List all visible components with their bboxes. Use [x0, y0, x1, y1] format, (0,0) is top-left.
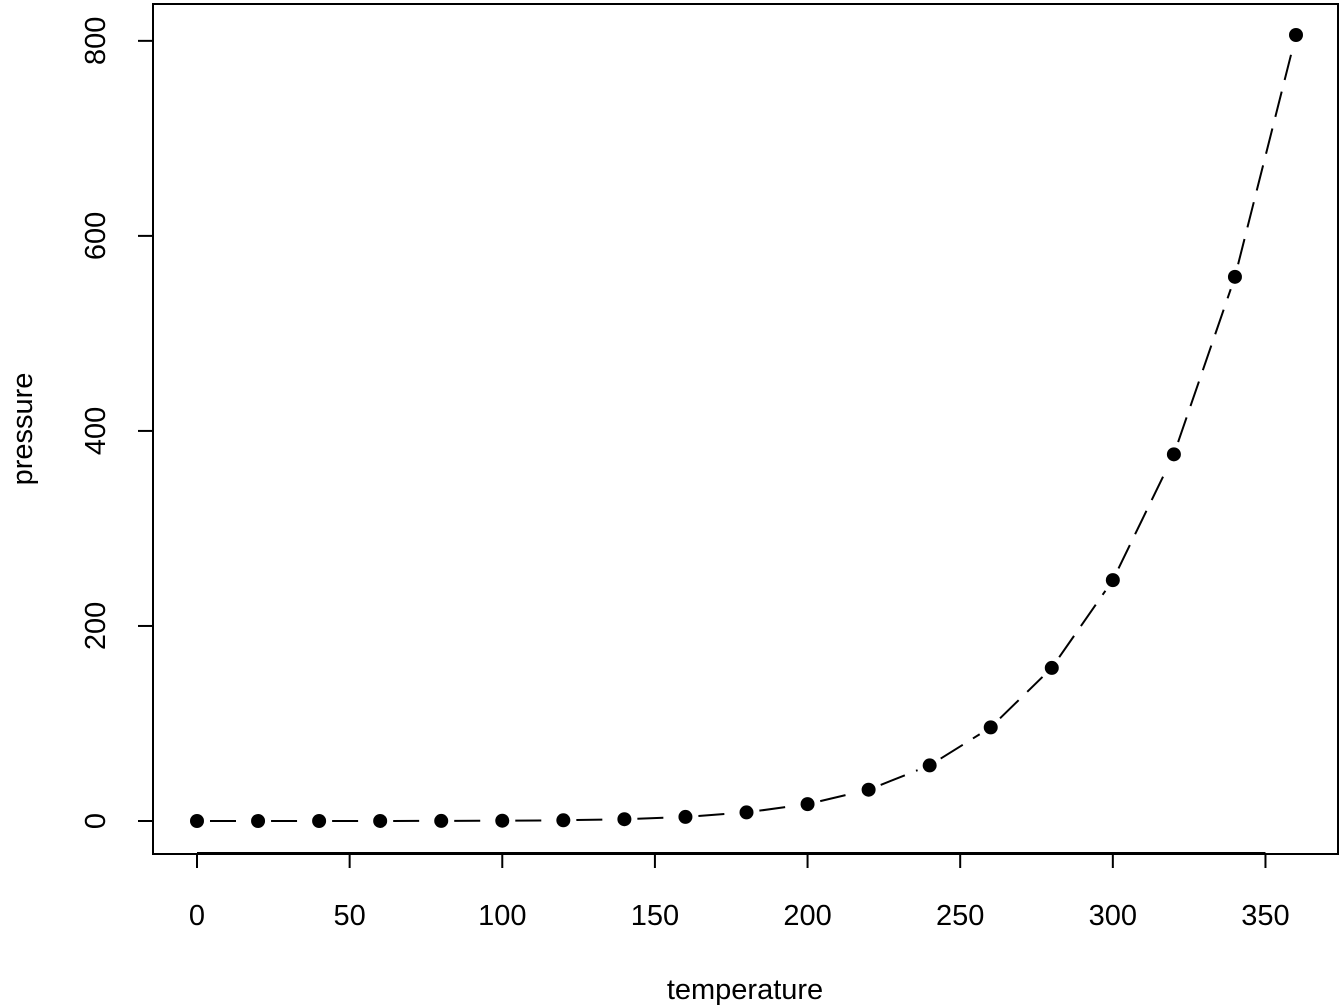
x-axis-label: temperature: [667, 974, 823, 1006]
y-tick-label: 600: [80, 212, 112, 260]
series-line-segment: [1177, 288, 1232, 443]
data-point: [1105, 573, 1120, 588]
series-line-segment: [1237, 47, 1294, 265]
x-tick-label: 250: [936, 900, 984, 932]
data-point: [434, 813, 449, 828]
data-point: [678, 809, 693, 824]
x-tick-label: 350: [1241, 900, 1289, 932]
series-line-segment: [1117, 465, 1170, 569]
y-tick-label: 200: [80, 602, 112, 650]
x-tick-label: 200: [783, 900, 831, 932]
y-axis: 0 200 400 600 800: [80, 17, 154, 829]
data-point: [556, 813, 571, 828]
series-line-segment: [637, 816, 673, 820]
series-line-segment: [759, 804, 795, 812]
series-layer: [190, 28, 1303, 828]
y-tick-label: 800: [80, 17, 112, 65]
data-point: [1044, 660, 1059, 675]
y-tick-label: 0: [80, 813, 112, 829]
data-point: [800, 797, 815, 812]
data-point: [861, 782, 876, 797]
series-line-segment: [999, 676, 1044, 720]
data-point: [1289, 28, 1303, 42]
x-tick-label: 300: [1089, 900, 1137, 932]
series-line-segment: [880, 769, 918, 786]
data-point: [983, 720, 998, 735]
series-line-segment: [698, 812, 734, 817]
series-line-segment: [1058, 590, 1107, 658]
data-point: [190, 813, 204, 828]
data-point: [251, 813, 266, 828]
x-tick-label: 150: [631, 900, 679, 932]
x-tick-label: 0: [189, 900, 205, 932]
data-point: [922, 758, 937, 773]
y-tick-label: 400: [80, 407, 112, 455]
data-point: [1227, 269, 1242, 284]
plot-box: [152, 3, 1339, 855]
data-point: [617, 812, 632, 827]
data-point: [1166, 447, 1181, 462]
x-tick-label: 100: [478, 900, 526, 932]
data-point: [495, 813, 510, 828]
x-axis: 0 50 100 150 200 250 300 350: [189, 852, 1290, 932]
y-axis-label: pressure: [7, 373, 39, 486]
data-point: [739, 805, 754, 820]
data-point: [312, 813, 327, 828]
data-point: [373, 813, 388, 828]
series-line-segment: [576, 818, 612, 822]
x-tick-label: 50: [334, 900, 366, 932]
series-line-segment: [940, 733, 981, 760]
series-line-segment: [819, 791, 857, 803]
